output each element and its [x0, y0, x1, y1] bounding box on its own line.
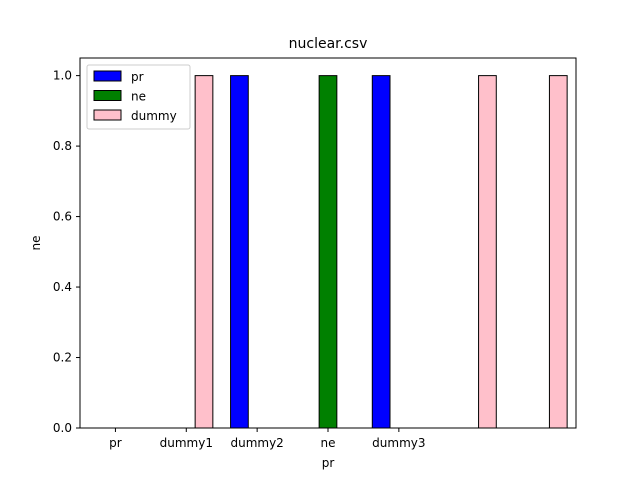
y-tick-label: 0.2	[53, 351, 72, 365]
bar-pr-4	[371, 75, 391, 429]
bar-ne-3	[318, 75, 338, 429]
chart-title: nuclear.csv	[289, 36, 368, 52]
bar-pr-2	[230, 75, 249, 429]
x-tick-label: ne	[321, 436, 336, 450]
legend-label-ne: ne	[131, 90, 146, 104]
legend-swatch-ne	[93, 90, 122, 101]
x-tick-label: pr	[109, 436, 122, 450]
legend-label-dummy: dummy	[131, 109, 177, 123]
bars-group	[194, 75, 568, 429]
y-tick-label: 0.6	[53, 210, 72, 224]
x-tick-label: dummy1	[160, 436, 213, 450]
legend-label-pr: pr	[131, 70, 144, 84]
legend-swatch-dummy	[93, 109, 122, 121]
x-axis-label: pr	[322, 456, 335, 470]
bar-dummy-6	[548, 75, 568, 429]
bar-dummy-1	[194, 75, 214, 429]
x-tick-label: dummy3	[372, 436, 425, 450]
ticks-group: 0.0 0.2 0.4 0.6 0.8 1.0 pr dummy1 dummy2 ne dummy3	[53, 69, 426, 450]
y-axis-label: ne	[29, 236, 43, 251]
y-tick-label: 1.0	[53, 69, 72, 83]
y-tick-label: 0.0	[53, 421, 72, 435]
legend: pr ne dummy	[86, 64, 191, 130]
y-tick-label: 0.4	[53, 280, 72, 294]
x-tick-label: dummy2	[230, 436, 283, 450]
legend-swatch-pr	[93, 70, 122, 82]
y-tick-label: 0.8	[53, 139, 72, 153]
bar-dummy-5	[478, 75, 497, 429]
